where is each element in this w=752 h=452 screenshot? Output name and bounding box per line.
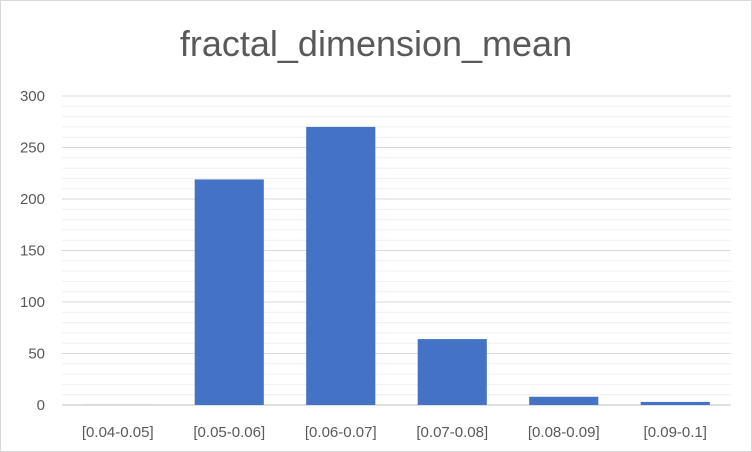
y-tick-label: 300 [20,88,45,105]
x-tick-label: [0.09-0.1] [644,424,707,441]
y-tick-label: 150 [20,243,45,260]
bar-2 [306,126,376,406]
x-tick-label: [0.08-0.09] [528,424,600,441]
y-tick-label: 250 [20,140,45,157]
bar-4 [529,396,599,405]
x-tick-label: [0.04-0.05] [82,424,154,441]
y-tick-label: 100 [20,294,45,311]
bar-0 [83,403,153,405]
y-tick-label: 50 [28,346,45,363]
x-tick-label: [0.07-0.08] [416,424,488,441]
y-tick-label: 200 [20,191,45,208]
bar-1 [194,179,264,405]
y-tick-label: 0 [37,397,45,414]
chart-title: fractal_dimension_mean [179,23,573,64]
bar-3 [417,339,487,405]
bar-5 [640,401,710,405]
x-tick-label: [0.06-0.07] [305,424,377,441]
x-tick-label: [0.05-0.06] [193,424,265,441]
